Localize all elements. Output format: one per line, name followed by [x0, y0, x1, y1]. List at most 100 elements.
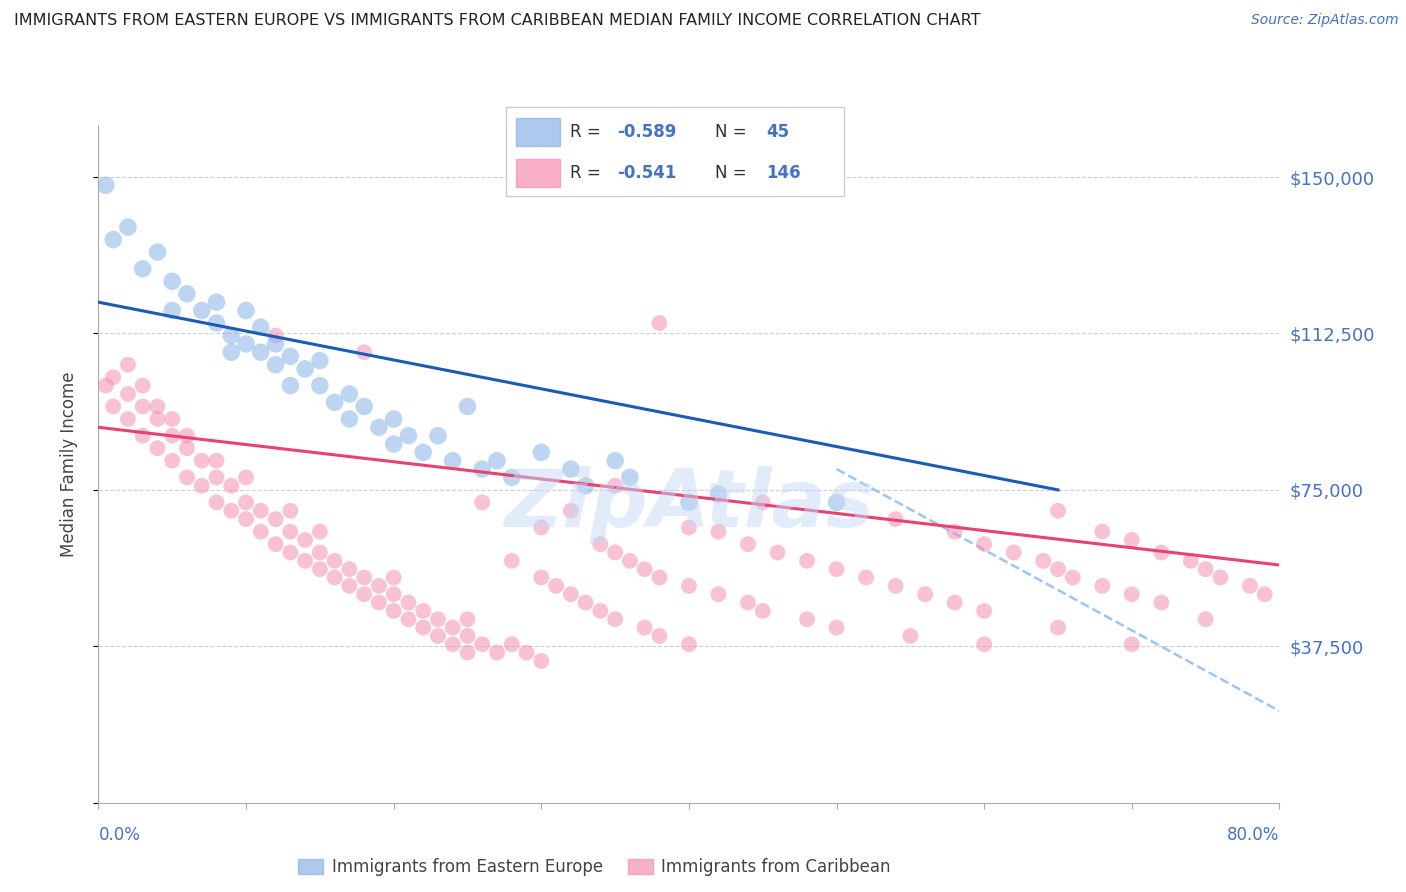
Point: [205, 295, 228, 310]
Point: [471, 462, 494, 476]
Point: [515, 646, 537, 660]
Point: [441, 621, 464, 635]
Point: [94, 378, 117, 392]
Text: R =: R =: [571, 164, 606, 182]
Point: [751, 604, 773, 618]
Text: R =: R =: [571, 123, 606, 141]
Point: [1209, 570, 1232, 584]
Point: [162, 303, 183, 318]
Point: [973, 537, 995, 551]
Point: [219, 479, 242, 493]
Point: [294, 362, 316, 376]
Point: [456, 400, 478, 414]
Point: [309, 353, 332, 368]
Point: [707, 487, 730, 501]
Point: [471, 495, 494, 509]
Point: [605, 612, 627, 626]
Point: [486, 646, 509, 660]
Point: [250, 504, 273, 518]
Point: [1046, 621, 1069, 635]
Point: [574, 479, 596, 493]
Point: [235, 303, 257, 318]
Point: [396, 428, 419, 442]
Point: [117, 387, 139, 401]
Point: [191, 453, 214, 467]
Point: [648, 316, 671, 330]
Point: [176, 286, 198, 301]
Text: 146: 146: [766, 164, 800, 182]
Point: [678, 495, 700, 509]
Point: [973, 604, 995, 618]
Point: [353, 345, 375, 359]
Point: [1239, 579, 1261, 593]
Point: [1091, 524, 1114, 539]
Point: [605, 479, 627, 493]
Point: [382, 437, 405, 451]
Point: [1032, 554, 1054, 568]
Point: [117, 220, 139, 235]
Point: [103, 400, 125, 414]
Point: [264, 512, 287, 526]
Text: -0.589: -0.589: [617, 123, 676, 141]
Point: [219, 328, 242, 343]
Point: [339, 562, 360, 576]
Point: [235, 337, 257, 351]
Point: [1195, 612, 1218, 626]
Point: [456, 646, 478, 660]
Point: [205, 453, 228, 467]
Point: [589, 604, 612, 618]
Point: [648, 629, 671, 643]
Point: [884, 512, 907, 526]
Point: [117, 358, 139, 372]
Bar: [516, 118, 560, 146]
Y-axis label: Median Family Income: Median Family Income: [59, 371, 77, 557]
Point: [146, 441, 169, 455]
Point: [707, 524, 730, 539]
Point: [176, 470, 198, 484]
Point: [530, 520, 553, 534]
Point: [619, 554, 641, 568]
Point: [427, 612, 450, 626]
Point: [1046, 504, 1069, 518]
Point: [973, 637, 995, 651]
Point: [501, 554, 523, 568]
Point: [162, 274, 183, 288]
Point: [309, 378, 332, 392]
Point: [633, 562, 655, 576]
Point: [132, 400, 155, 414]
Point: [162, 412, 183, 426]
Point: [1002, 545, 1025, 559]
Point: [605, 545, 627, 559]
Point: [191, 479, 214, 493]
Point: [1046, 562, 1069, 576]
Point: [162, 428, 183, 442]
Point: [530, 654, 553, 668]
Point: [605, 453, 627, 467]
Point: [825, 495, 848, 509]
Point: [456, 612, 478, 626]
Point: [1121, 637, 1143, 651]
Point: [309, 562, 332, 576]
Point: [368, 579, 391, 593]
Point: [382, 604, 405, 618]
Point: [1195, 562, 1218, 576]
Point: [353, 587, 375, 601]
Point: [766, 545, 789, 559]
Point: [103, 233, 125, 247]
Text: N =: N =: [716, 164, 752, 182]
Point: [368, 420, 391, 434]
Point: [796, 554, 818, 568]
Text: Source: ZipAtlas.com: Source: ZipAtlas.com: [1251, 13, 1399, 28]
Point: [855, 570, 877, 584]
Point: [132, 261, 155, 276]
Point: [427, 428, 450, 442]
Text: 0.0%: 0.0%: [98, 826, 141, 844]
Point: [633, 621, 655, 635]
Point: [382, 587, 405, 601]
Point: [884, 579, 907, 593]
Point: [560, 587, 582, 601]
Point: [94, 178, 117, 193]
Point: [678, 637, 700, 651]
Text: N =: N =: [716, 123, 752, 141]
Point: [737, 537, 759, 551]
